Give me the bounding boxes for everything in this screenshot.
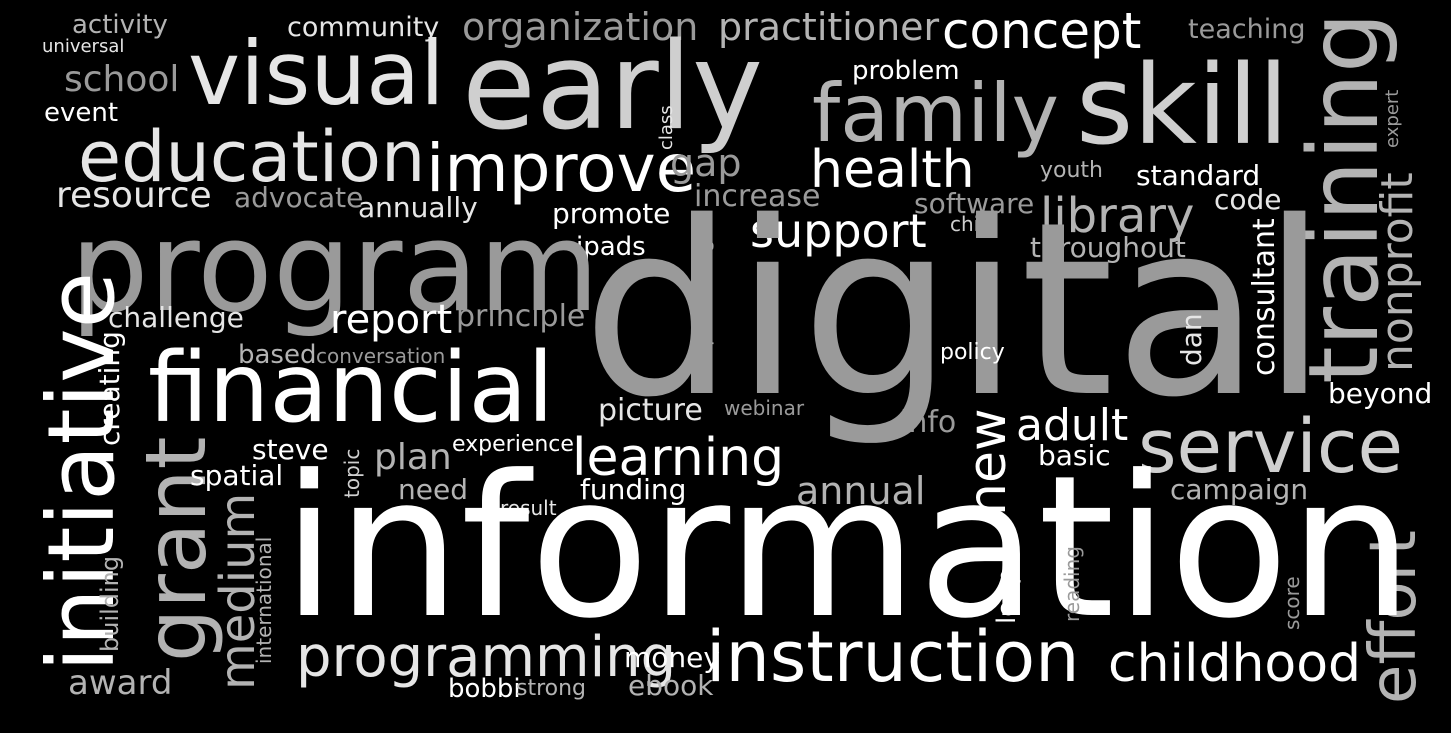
word-dan: dan: [1175, 313, 1208, 366]
word-activity: activity: [72, 10, 168, 40]
word-plan: plan: [374, 437, 452, 478]
word-teaching: teaching: [1188, 14, 1306, 45]
word-health: health: [810, 140, 975, 200]
word-software: software: [914, 187, 1035, 220]
word-award: award: [68, 663, 173, 703]
word-promote: promote: [552, 197, 671, 230]
word-beyond: beyond: [1328, 377, 1433, 410]
word-resource: resource: [56, 175, 212, 216]
word-reading: reading: [1060, 546, 1084, 622]
word-practitioner: practitioner: [718, 5, 940, 49]
word-financial: financial: [148, 332, 554, 444]
word-early: early: [462, 18, 764, 157]
word-challenge: challenge: [108, 301, 244, 334]
word-learning: learning: [572, 428, 785, 488]
word-support: support: [750, 204, 927, 258]
word-concept: concept: [942, 2, 1142, 60]
word-adult: adult: [1016, 400, 1129, 451]
word-program: program: [70, 196, 600, 340]
word-standard: standard: [1136, 159, 1261, 192]
word-steve: steve: [252, 433, 329, 466]
word-service: service: [1138, 404, 1404, 490]
word-gap: gap: [670, 141, 742, 185]
word-score: score: [1280, 576, 1304, 630]
word-code: code: [1214, 183, 1282, 216]
word-advocate: advocate: [234, 181, 364, 214]
word-picture: picture: [598, 393, 703, 428]
word-international: international: [252, 536, 276, 664]
word-problem: problem: [852, 56, 960, 86]
word-bobbi: bobbi: [448, 674, 521, 704]
word-programming: programming: [296, 625, 677, 690]
word-principle: principle: [456, 299, 586, 334]
word-education: education: [78, 116, 426, 198]
word-basic: basic: [1038, 439, 1111, 472]
word-child: child: [950, 212, 998, 236]
word-instruction: instruction: [706, 616, 1080, 698]
word-info: info: [900, 405, 957, 440]
word-nonprofit: nonprofit: [1372, 172, 1423, 372]
word-throughout: throughout: [1030, 231, 1186, 264]
word-family: family: [812, 67, 1059, 160]
word-need: need: [398, 473, 468, 506]
word-strong: strong: [516, 676, 587, 701]
word-information: information: [282, 434, 1414, 662]
word-spatial: spatial: [190, 459, 284, 492]
word-webinar: webinar: [724, 396, 805, 420]
word-funding: funding: [580, 473, 687, 506]
word-youth: youth: [1040, 158, 1103, 183]
word-money: money: [624, 641, 720, 674]
word-increase: increase: [694, 179, 821, 214]
word-event: event: [44, 98, 119, 128]
word-report: report: [330, 297, 453, 343]
word-library: library: [1040, 188, 1195, 244]
word-annually: annually: [358, 191, 478, 224]
word-experience: experience: [452, 432, 574, 457]
word-consultant: consultant: [1247, 218, 1282, 376]
word-community: community: [287, 12, 440, 43]
word-annual: annual: [796, 469, 926, 513]
word-improve: improve: [426, 130, 697, 207]
word-campaign: campaign: [1170, 473, 1309, 506]
word-childhood: childhood: [1108, 634, 1362, 694]
word-school: school: [64, 59, 180, 100]
word-skill: skill: [1076, 41, 1289, 169]
word-based: based: [238, 340, 317, 370]
word-policy: policy: [940, 340, 1005, 365]
word-conversation: conversation: [316, 344, 446, 368]
word-result: result: [500, 496, 557, 520]
word-universal: universal: [42, 36, 125, 57]
word-ipads: ipads: [576, 232, 646, 262]
word-organization: organization: [462, 5, 699, 49]
word-building: building: [96, 555, 124, 652]
word-digital: digital: [582, 170, 1328, 450]
word-ebook: ebook: [628, 669, 714, 702]
word-visual: visual: [188, 22, 445, 125]
